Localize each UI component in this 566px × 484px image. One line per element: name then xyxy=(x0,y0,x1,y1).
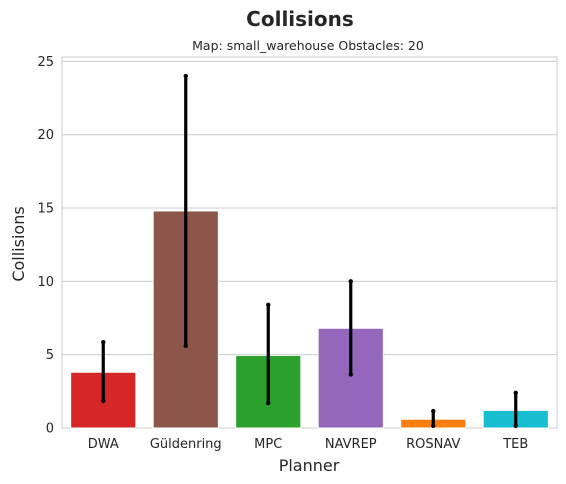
x-tick-label: TEB xyxy=(502,437,528,452)
errorbar-cap-low xyxy=(348,372,353,377)
errorbar-cap-low xyxy=(266,400,271,406)
y-tick-label: 5 xyxy=(46,348,54,363)
errorbar-cap-high xyxy=(183,73,188,79)
tick-layer: 0 5 10 15 20 25 DWA Güldenring MPC NAVREP ROSNAV TE… xyxy=(37,55,528,452)
errorbar-cap-high xyxy=(348,279,353,284)
y-tick-label: 15 xyxy=(37,202,54,217)
y-axis-label: Collisions xyxy=(9,206,28,281)
x-tick-label: Güldenring xyxy=(150,437,222,452)
errorbar-cap-high xyxy=(101,340,106,345)
x-tick-label: ROSNAV xyxy=(406,437,460,452)
chart-subtitle: Map: small_warehouse Obstacles: 20 xyxy=(192,38,424,53)
bar-layer xyxy=(70,210,549,429)
errorbar-cap-high xyxy=(513,390,518,396)
y-tick-label: 25 xyxy=(37,55,54,70)
chart-title: Collisions xyxy=(246,7,354,31)
y-tick-label: 10 xyxy=(37,275,54,290)
errorbar-cap-high xyxy=(266,302,271,308)
errorbar-cap-low xyxy=(101,398,106,404)
y-tick-label: 20 xyxy=(37,128,54,143)
x-tick-label: NAVREP xyxy=(325,437,377,452)
errorbar-cap-low xyxy=(513,423,518,429)
errorbar-cap-high xyxy=(431,408,436,414)
errorbar-layer xyxy=(101,73,518,429)
errorbar-cap-low xyxy=(183,343,188,349)
x-tick-label: MPC xyxy=(254,437,282,452)
x-axis-label: Planner xyxy=(279,456,340,475)
grid-layer xyxy=(61,56,558,429)
errorbar-cap-low xyxy=(431,423,436,429)
x-tick-label: DWA xyxy=(88,437,119,452)
plot-frame xyxy=(61,56,558,429)
y-tick-label: 0 xyxy=(46,422,54,437)
